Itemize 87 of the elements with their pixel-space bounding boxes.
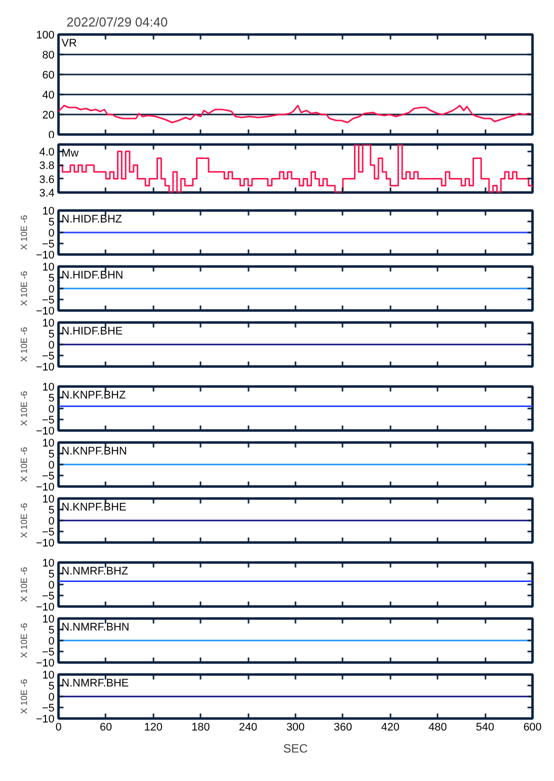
y-tick-label: 0 [48, 636, 55, 648]
y-tick-label: −10 [36, 658, 55, 670]
x-tick-label: 300 [286, 722, 305, 734]
y-tick-label: 5 [48, 624, 55, 636]
x-tick-label: 480 [428, 722, 447, 734]
line-series [58, 104, 532, 124]
y-tick-label: 10 [42, 558, 55, 570]
y-tick-label: −5 [42, 646, 55, 658]
y-tick-label: −10 [36, 714, 55, 726]
y-tick-label: 0 [48, 404, 55, 416]
x-tick-label: 240 [238, 722, 258, 734]
y-tick-label: 5 [48, 328, 55, 340]
y-tick-label: −10 [36, 426, 55, 438]
y-tick-label: 5 [48, 272, 55, 284]
y-tick-label: −10 [36, 538, 55, 550]
y-tick-label: −10 [36, 482, 55, 494]
chart-title: N.KNPF.BHN [62, 446, 127, 458]
y-tick-label: 20 [42, 110, 55, 122]
y-tick-label: 10 [42, 670, 55, 682]
y-tick-label: 3.4 [39, 188, 55, 200]
y-axis-title: X 10E -6 [18, 326, 29, 362]
y-axis-title: X 10E -6 [18, 622, 29, 658]
y-tick-label: 40 [42, 90, 55, 102]
y-tick-label: 5 [48, 680, 55, 692]
y-axis-title: X 10E -6 [18, 502, 29, 538]
y-tick-label: 4.0 [39, 146, 55, 158]
chart-title: N.HIDF.BHN [62, 270, 124, 282]
x-tick-label: 60 [100, 722, 112, 734]
y-tick-label: 10 [42, 318, 55, 330]
x-axis-title: SEC [283, 742, 308, 756]
y-tick-label: 5 [48, 392, 55, 404]
y-tick-label: −5 [42, 350, 55, 362]
chart-title: N.NMRF.BHE [62, 678, 129, 690]
chart-title: Mw [62, 148, 79, 160]
chart-title: N.KNPF.BHE [62, 502, 126, 514]
y-tick-label: −5 [42, 294, 55, 306]
y-axis-title: X 10E -6 [18, 270, 29, 306]
y-tick-label: −10 [36, 306, 55, 318]
y-tick-label: 5 [48, 216, 55, 228]
y-tick-label: −10 [36, 250, 55, 262]
y-tick-label: 10 [42, 382, 55, 394]
x-tick-label: 600 [523, 722, 542, 734]
y-tick-label: 10 [42, 262, 55, 274]
y-tick-label: −5 [42, 590, 55, 602]
y-tick-label: 0 [48, 692, 55, 704]
x-tick-label: 540 [476, 722, 494, 734]
y-tick-label: 10 [42, 614, 55, 626]
x-tick-label: 180 [192, 722, 210, 734]
y-tick-label: 80 [42, 50, 55, 62]
y-tick-label: 5 [48, 504, 55, 516]
y-tick-label: 60 [42, 70, 55, 82]
y-axis-title: X 10E -6 [18, 214, 29, 250]
chart-title: N.HIDF.BHZ [62, 214, 122, 226]
y-tick-label: −5 [42, 702, 55, 714]
y-tick-label: 5 [48, 448, 55, 460]
y-tick-label: 100 [36, 30, 55, 42]
y-axis-title: X 10E -6 [18, 678, 29, 714]
y-tick-label: −5 [42, 526, 55, 538]
y-tick-label: −5 [42, 414, 55, 426]
y-tick-label: −10 [36, 602, 55, 614]
x-tick-label: 420 [381, 722, 400, 734]
x-tick-label: 360 [334, 722, 352, 734]
x-tick-label: 120 [144, 722, 162, 734]
y-axis-title: X 10E -6 [18, 390, 29, 426]
y-tick-label: 3.6 [39, 174, 55, 186]
y-tick-label: −10 [36, 362, 55, 374]
y-tick-label: 10 [42, 206, 55, 218]
y-tick-label: 0 [48, 516, 55, 528]
y-tick-label: 3.8 [39, 160, 55, 172]
chart-title: N.KNPF.BHZ [62, 390, 126, 402]
text: 2022/07/29 04:40 [66, 14, 168, 30]
y-tick-label: 0 [48, 460, 55, 472]
chart-title: N.HIDF.BHE [62, 326, 123, 338]
y-tick-label: 0 [48, 580, 55, 592]
y-tick-label: 5 [48, 568, 55, 580]
y-tick-label: 0 [48, 340, 55, 352]
y-axis-title: X 10E -6 [18, 446, 29, 482]
y-tick-label: −5 [42, 470, 55, 482]
y-tick-label: 10 [42, 438, 55, 450]
y-tick-label: 0 [48, 228, 55, 240]
chart-title: N.NMRF.BHN [62, 622, 130, 634]
y-axis-title: X 10E -6 [18, 566, 29, 602]
y-tick-label: −5 [42, 238, 55, 250]
y-tick-label: 10 [42, 494, 55, 506]
chart-title: N.NMRF.BHZ [62, 566, 128, 578]
chart-title: VR [62, 38, 77, 50]
y-tick-label: 0 [48, 284, 55, 296]
